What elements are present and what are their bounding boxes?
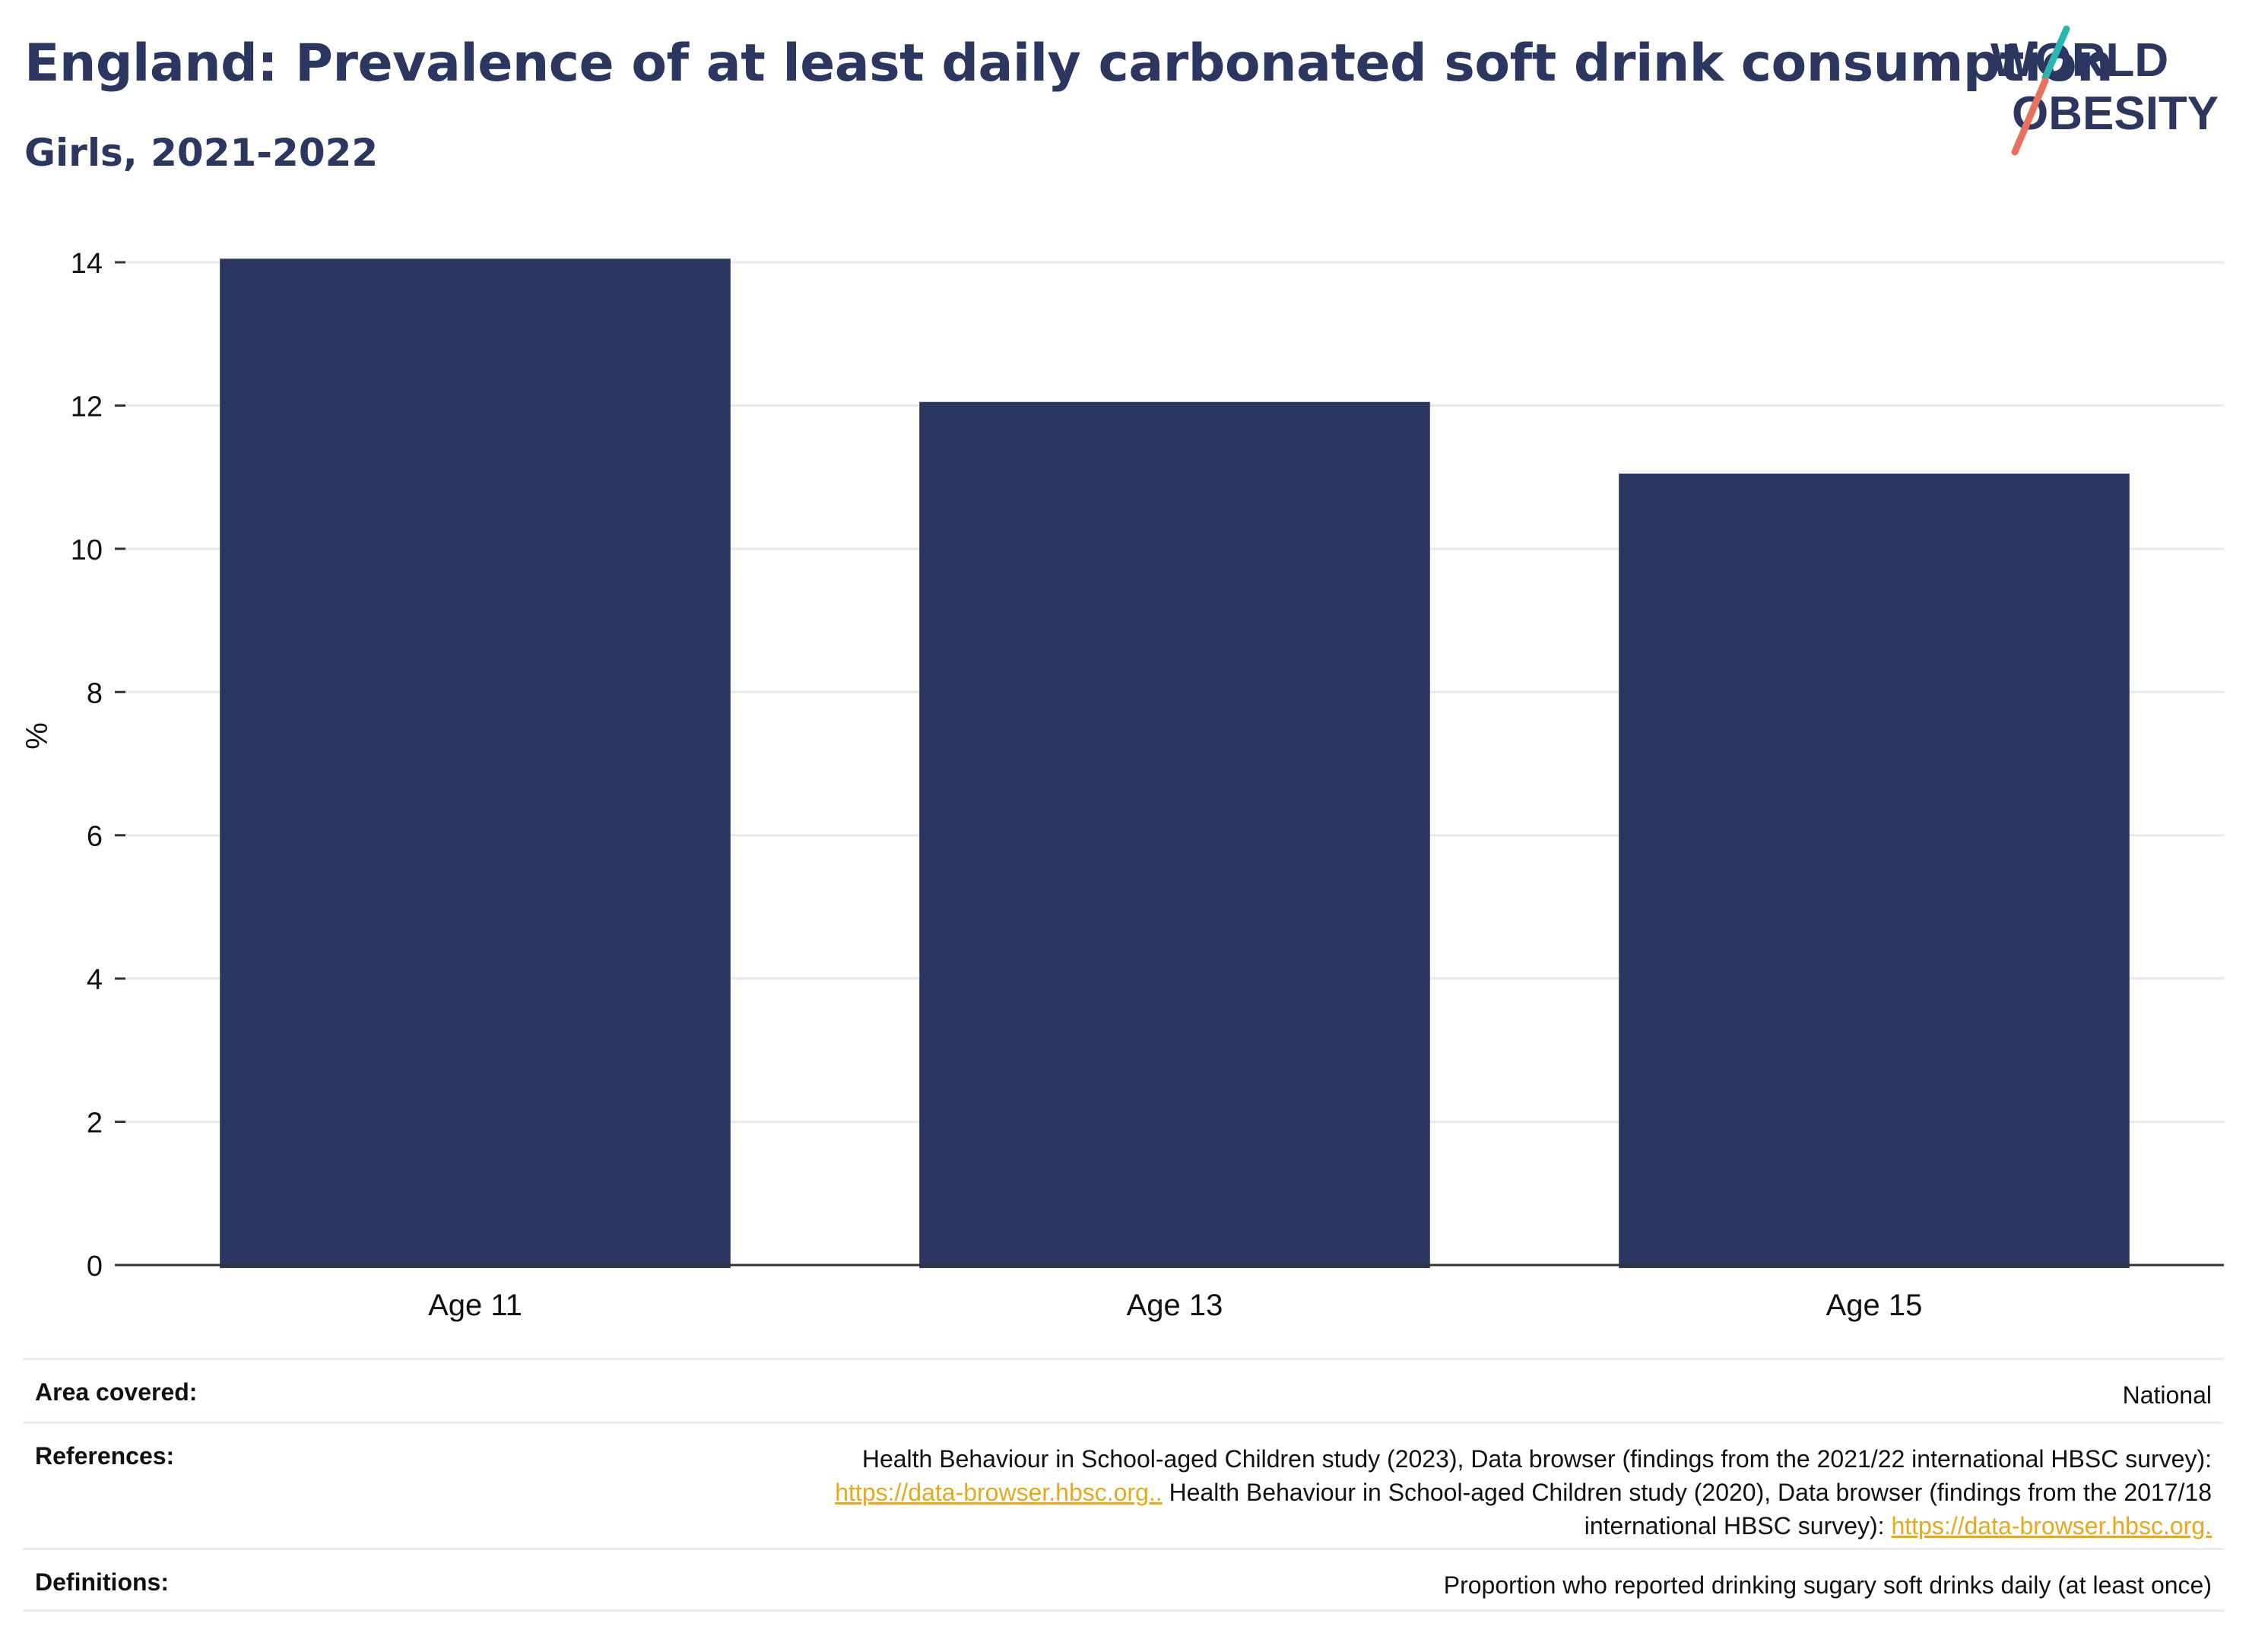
- y-tick-label: 0: [87, 1251, 103, 1283]
- logo-slash-top: [2041, 25, 2070, 81]
- y-tick-label: 2: [87, 1108, 103, 1140]
- area-covered-value: National: [2122, 1381, 2212, 1409]
- references-label: References:: [35, 1442, 175, 1470]
- bars: [220, 258, 2130, 1269]
- y-axis-label: %: [21, 722, 54, 750]
- y-tick-label: 12: [71, 391, 103, 423]
- logo-line-2: OBESITY: [2012, 87, 2219, 140]
- bar-chart: 0 2 4 6 8 10 12 14 Age 11 Age 13 Age 15 %: [21, 248, 2224, 1322]
- references-value: Health Behaviour in School-aged Children…: [835, 1442, 2212, 1543]
- references-row: References: Health Behaviour in School-a…: [23, 1422, 2224, 1548]
- reference-text-1: Health Behaviour in School-aged Children…: [861, 1445, 2212, 1473]
- bar-age-13[interactable]: [919, 401, 1430, 1269]
- axes: 0 2 4 6 8 10 12 14 Age 11 Age 13 Age 15: [71, 248, 2224, 1322]
- reference-text-3: international HBSC survey):: [1584, 1512, 1892, 1539]
- y-tick-label: 6: [87, 821, 103, 853]
- bar-age-15[interactable]: [1619, 473, 2130, 1268]
- x-tick-label: Age 15: [1826, 1289, 1923, 1322]
- x-tick-label: Age 13: [1127, 1289, 1223, 1322]
- definitions-value: Proportion who reported drinking sugary …: [1443, 1571, 2212, 1599]
- bar-age-11[interactable]: [220, 258, 731, 1268]
- chart-subtitle: Girls, 2021-2022: [24, 131, 379, 175]
- y-tick-label: 14: [71, 248, 103, 280]
- y-tick-label: 8: [87, 677, 103, 709]
- reference-link-2[interactable]: https://data-browser.hbsc.org.: [1891, 1512, 2212, 1539]
- reference-text-2: Health Behaviour in School-aged Children…: [1162, 1479, 2212, 1506]
- area-covered-label: Area covered:: [35, 1378, 198, 1406]
- definitions-label: Definitions:: [35, 1568, 169, 1596]
- reference-link-1[interactable]: https://data-browser.hbsc.org..: [835, 1479, 1163, 1506]
- world-obesity-logo: WORLD OBESITY: [1990, 25, 2219, 156]
- logo-line-1: WORLD: [1990, 34, 2168, 87]
- definitions-row: Definitions: Proportion who reported dri…: [23, 1548, 2224, 1612]
- y-tick-label: 10: [71, 534, 103, 566]
- y-tick-label: 4: [87, 964, 103, 996]
- logo-slash-bottom: [2011, 77, 2049, 156]
- metadata-table: Area covered: National References: Healt…: [23, 1358, 2224, 1612]
- chart-title: England: Prevalence of at least daily ca…: [24, 33, 2114, 94]
- x-tick-label: Age 11: [428, 1289, 522, 1322]
- area-covered-row: Area covered: National: [23, 1358, 2224, 1422]
